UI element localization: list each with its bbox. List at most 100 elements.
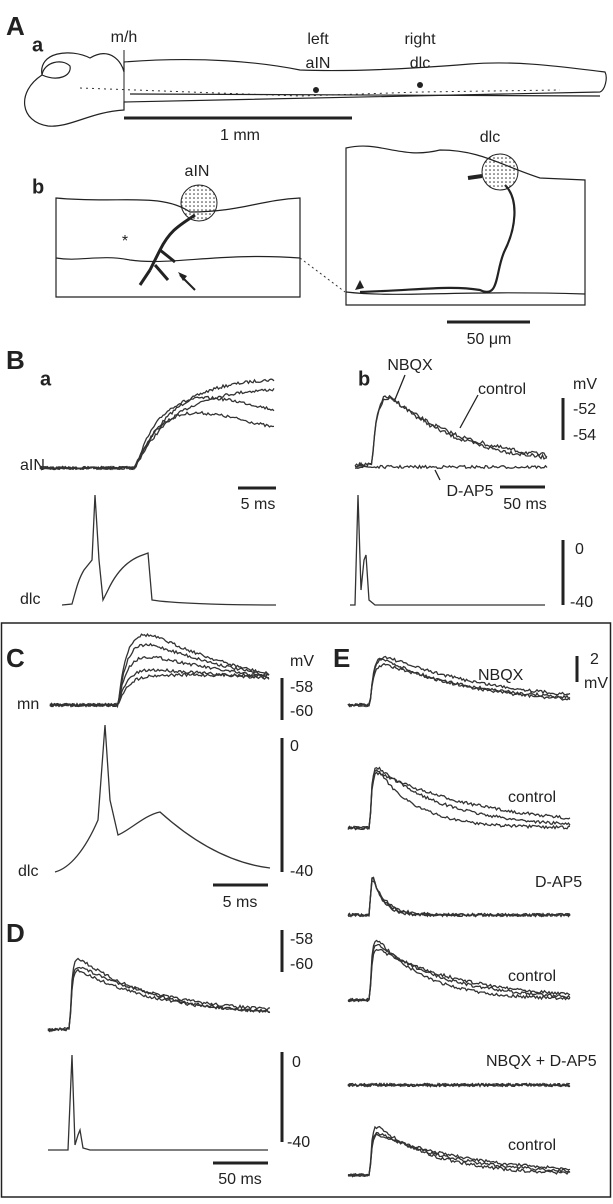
trace bbox=[347, 662, 571, 708]
section-wave bbox=[55, 255, 301, 263]
trace bbox=[347, 943, 571, 1002]
trace bbox=[347, 1132, 571, 1177]
scale-label: 1 mm bbox=[220, 127, 260, 144]
trace bbox=[347, 768, 571, 831]
arrowhead bbox=[355, 280, 364, 290]
subpanel-label: a bbox=[40, 368, 52, 390]
unit: mV bbox=[290, 653, 314, 670]
label: NBQX + D-AP5 bbox=[486, 1053, 597, 1070]
label: m/h bbox=[111, 29, 138, 46]
label: * bbox=[122, 233, 128, 250]
subpanel-label: b bbox=[32, 176, 44, 198]
trace bbox=[354, 464, 548, 470]
aIN-soma bbox=[180, 184, 218, 222]
arrow-head bbox=[178, 272, 187, 281]
label: mn bbox=[17, 696, 39, 713]
scale-label: -54 bbox=[573, 427, 596, 444]
dlc-soma bbox=[481, 153, 519, 191]
label: aIN bbox=[306, 55, 331, 72]
neuron-dot bbox=[313, 87, 319, 93]
trace bbox=[49, 655, 270, 708]
label: control bbox=[508, 1137, 556, 1154]
panel-label: A bbox=[6, 11, 25, 41]
trace bbox=[347, 771, 571, 831]
label: D-AP5 bbox=[446, 483, 493, 500]
label: control bbox=[508, 968, 556, 985]
arrow bbox=[434, 469, 441, 481]
trace bbox=[347, 880, 571, 918]
dlc-axon bbox=[359, 184, 516, 294]
trace bbox=[347, 655, 571, 708]
scale-label: -40 bbox=[570, 594, 593, 611]
dlc-dendrite bbox=[467, 174, 483, 180]
scale-label: 50 ms bbox=[218, 1171, 262, 1188]
trace bbox=[347, 658, 571, 708]
traces bbox=[39, 378, 571, 1178]
label: NBQX bbox=[478, 667, 524, 684]
scale-label: -58 bbox=[290, 931, 313, 948]
scale-label: 0 bbox=[575, 541, 584, 558]
scale-label: -60 bbox=[290, 956, 313, 973]
label: dlc bbox=[20, 591, 40, 608]
panel-label: B bbox=[6, 345, 25, 375]
spinal-cord bbox=[129, 93, 601, 97]
label: aIN bbox=[185, 163, 210, 180]
trace bbox=[54, 724, 271, 873]
subpanel-label: b bbox=[358, 368, 370, 390]
label: dlc bbox=[410, 55, 430, 72]
trace bbox=[47, 968, 271, 1032]
section-box bbox=[55, 197, 301, 298]
scale-label: 0 bbox=[290, 738, 299, 755]
trace bbox=[39, 410, 275, 471]
scale-label: -52 bbox=[573, 401, 596, 418]
section-wave bbox=[345, 291, 586, 295]
trace bbox=[47, 966, 271, 1033]
trace bbox=[49, 642, 270, 708]
scale-label: 5 ms bbox=[241, 496, 276, 513]
label: NBQX bbox=[387, 357, 433, 374]
scale-label: -58 bbox=[290, 679, 313, 696]
trace bbox=[61, 494, 277, 606]
panel-label: C bbox=[6, 643, 25, 673]
scale-label: -40 bbox=[287, 1134, 310, 1151]
panel-label: E bbox=[333, 643, 350, 673]
subpanel-label: a bbox=[32, 34, 44, 56]
scale-label: 50 μm bbox=[467, 331, 512, 348]
scale-label: 0 bbox=[292, 1054, 301, 1071]
scale-label: 2 bbox=[590, 651, 599, 668]
tadpole-outline bbox=[24, 52, 607, 127]
frame bbox=[0, 622, 612, 1198]
label: dlc bbox=[480, 129, 500, 146]
trace bbox=[49, 672, 270, 708]
unit: mV bbox=[573, 376, 597, 393]
axon-link bbox=[299, 257, 346, 293]
tadpole-eye bbox=[41, 61, 71, 79]
label: dlc bbox=[18, 863, 38, 880]
scale-label: -40 bbox=[290, 863, 313, 880]
section-box bbox=[345, 145, 586, 306]
trace bbox=[49, 667, 270, 708]
scale-label: 5 ms bbox=[223, 894, 258, 911]
trace bbox=[354, 396, 548, 468]
neuron-dot bbox=[417, 82, 423, 88]
scale-label: -60 bbox=[290, 703, 313, 720]
label: control bbox=[508, 789, 556, 806]
trace bbox=[347, 1125, 570, 1178]
label: control bbox=[478, 381, 526, 398]
label: left bbox=[307, 31, 329, 48]
trace bbox=[347, 939, 571, 1003]
trace bbox=[354, 394, 548, 468]
scale-label: 50 ms bbox=[503, 496, 547, 513]
label: D-AP5 bbox=[535, 874, 582, 891]
label: right bbox=[404, 31, 436, 48]
trace bbox=[347, 1082, 571, 1088]
label: aIN bbox=[20, 457, 45, 474]
aIN-dendrites bbox=[138, 213, 196, 286]
trace bbox=[347, 948, 571, 1003]
trace bbox=[48, 1054, 268, 1151]
trace bbox=[350, 494, 545, 606]
scale-label: mV bbox=[584, 675, 608, 692]
panel-label: D bbox=[6, 918, 25, 948]
trace bbox=[39, 395, 275, 471]
